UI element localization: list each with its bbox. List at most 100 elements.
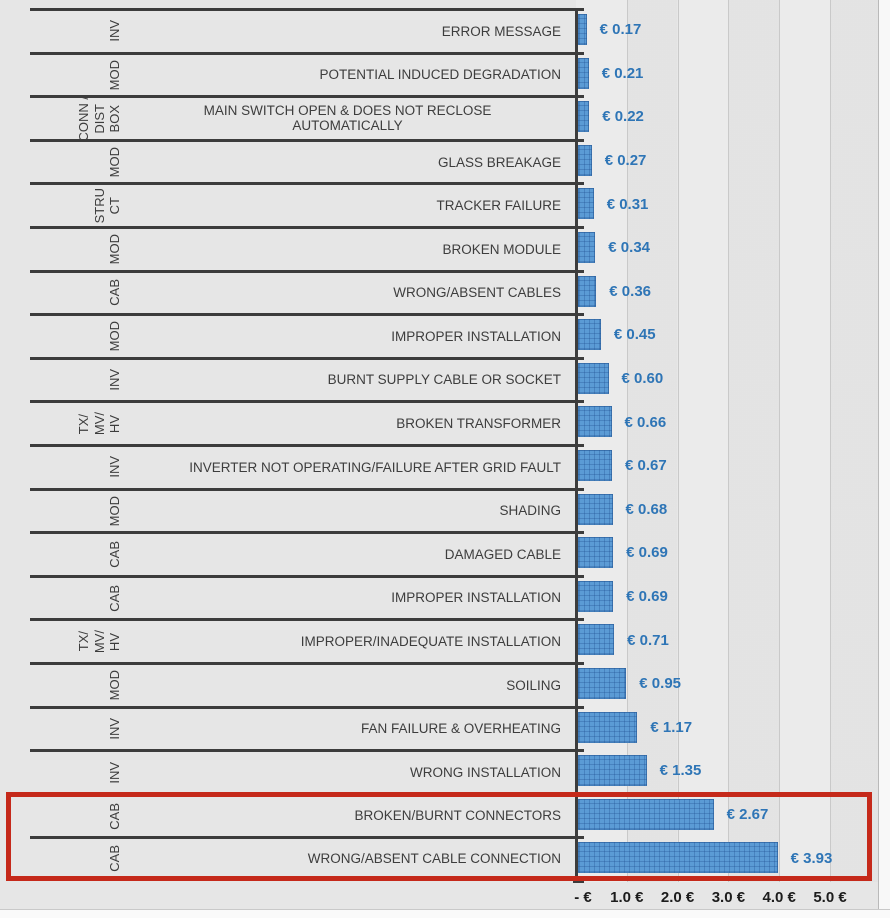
x-axis-tick-label: 2.0 €	[660, 889, 695, 906]
bar	[578, 362, 609, 394]
bar	[578, 580, 614, 612]
failure-label: WRONG/ABSENT CABLES	[393, 285, 561, 301]
component-category-cell: MOD	[30, 142, 125, 183]
component-label: INV	[107, 761, 123, 784]
bar-value-label: € 0.68	[625, 500, 668, 518]
bar-value-label: € 0.60	[621, 370, 664, 388]
component-label: MOD	[107, 146, 123, 178]
axis-tick	[573, 51, 584, 55]
x-axis-labels: - € 1.0 € 2.0 € 3.0 € 4.0 € 5.0 €	[574, 889, 878, 907]
failure-description-cell: WRONG INSTALLATION	[125, 752, 576, 793]
component-label: INV	[107, 456, 123, 479]
bar	[578, 188, 594, 220]
component-category-cell: INV	[30, 752, 125, 793]
bar	[578, 231, 596, 263]
bar-row: € 1.17	[578, 706, 878, 750]
failure-description-cell: ERROR MESSAGE	[125, 11, 576, 52]
bar-value-label: € 1.35	[659, 762, 702, 780]
bar-row: € 3.93	[578, 836, 878, 880]
table-row: STRU CT TRACKER FAILURE	[30, 182, 576, 226]
bar	[578, 711, 638, 743]
axis-tick	[573, 95, 584, 99]
bar	[578, 493, 613, 525]
failure-description-cell: GLASS BREAKAGE	[125, 142, 576, 183]
bar-row: € 0.71	[578, 618, 878, 662]
bar-row: € 0.21	[578, 52, 878, 96]
failure-label: SHADING	[499, 503, 561, 519]
highlight-red-box	[6, 792, 872, 881]
failure-label: BROKEN/BURNT CONNECTORS	[354, 808, 561, 824]
failure-description-cell: POTENTIAL INDUCED DEGRADATION	[125, 55, 576, 96]
component-label: MOD	[107, 495, 123, 526]
axis-tick	[573, 662, 584, 665]
bar-value-label: € 0.95	[639, 675, 682, 693]
component-label: TX/	[76, 413, 92, 434]
failure-label: FAN FAILURE & OVERHEATING	[360, 721, 561, 737]
component-category-cell: INV	[30, 360, 125, 401]
component-category-cell: MOD	[30, 491, 125, 532]
bar-value-label: € 0.45	[613, 326, 656, 344]
bar-row: € 0.95	[578, 662, 878, 706]
component-label: MOD	[107, 321, 123, 352]
x-axis-tick-label: 4.0 €	[762, 889, 796, 906]
component-category-cell: MOD	[30, 55, 125, 96]
gridline	[779, 0, 781, 882]
bar	[578, 57, 589, 89]
bar-row: € 0.36	[578, 270, 878, 314]
bar-row: € 0.34	[578, 226, 878, 270]
x-axis-tick-label: 3.0 €	[711, 889, 746, 906]
x-axis-tick-label: 5.0 €	[813, 889, 847, 906]
failure-description-cell: WRONG/ABSENT CABLES	[125, 273, 576, 314]
bar	[578, 14, 587, 45]
table-row: INV BURNT SUPPLY CABLE OR SOCKET	[30, 356, 576, 401]
table-row: TX/MV/HV IMPROPER/INADEQUATE INSTALLATION	[30, 618, 576, 662]
bar-value-label: € 0.31	[606, 195, 649, 213]
failure-label: BURNT SUPPLY CABLE OR SOCKET	[327, 372, 561, 388]
bar	[578, 319, 601, 351]
bar-row: € 0.31	[578, 182, 878, 226]
component-label: INV	[107, 717, 123, 740]
table-row: CAB WRONG/ABSENT CABLES	[30, 269, 576, 314]
component-category-cell: CAB	[30, 578, 125, 619]
axis-tick	[573, 574, 584, 578]
axis-tick	[573, 444, 584, 447]
axis-tick	[573, 705, 584, 709]
failure-description-cell: TRACKER FAILURE	[125, 185, 576, 226]
bar-row: € 0.69	[578, 531, 878, 575]
bar-value-label: € 0.69	[626, 544, 668, 562]
bar	[578, 275, 597, 307]
component-category-cell: CAB	[30, 534, 125, 575]
axis-tick	[573, 487, 584, 491]
bar-row: € 0.17	[578, 8, 878, 52]
component-label: CAB	[107, 279, 123, 307]
table-row: CAB IMPROPER INSTALLATION	[30, 574, 576, 619]
axis-tick	[573, 356, 584, 360]
table-row: MOD IMPROPER INSTALLATION	[30, 313, 576, 357]
failure-label: DAMAGED CABLE	[444, 546, 561, 562]
axis-tick	[573, 313, 584, 317]
failure-description-cell: BROKEN TRANSFORMER	[125, 403, 576, 444]
table-row: INV FAN FAILURE & OVERHEATING	[30, 705, 576, 750]
bar-row: € 0.66	[578, 400, 878, 444]
axis-tick	[573, 8, 584, 11]
component-label: MV/	[91, 630, 107, 654]
gridline	[830, 0, 831, 882]
component-label: DIST	[91, 103, 107, 134]
table-row: INV WRONG INSTALLATION	[30, 749, 576, 793]
failure-label: GLASS BREAKAGE	[437, 154, 561, 170]
bar-row: € 0.67	[578, 444, 878, 488]
gridline	[626, 0, 628, 882]
axis-tick	[573, 182, 584, 186]
failure-description-cell: IMPROPER INSTALLATION	[125, 316, 576, 357]
component-label: INV	[107, 369, 123, 391]
component-category-cell: MOD	[30, 665, 125, 706]
component-label: HV	[107, 414, 123, 433]
failure-description-cell: SHADING	[125, 491, 576, 532]
failure-description-cell: SOILING	[125, 665, 576, 706]
component-category-cell: CAB	[30, 273, 125, 314]
bar	[578, 755, 647, 787]
bar-value-label: € 0.22	[602, 108, 644, 126]
failure-label: SOILING	[506, 677, 561, 693]
bar-value-label: € 0.21	[601, 64, 644, 82]
bar	[578, 624, 615, 656]
